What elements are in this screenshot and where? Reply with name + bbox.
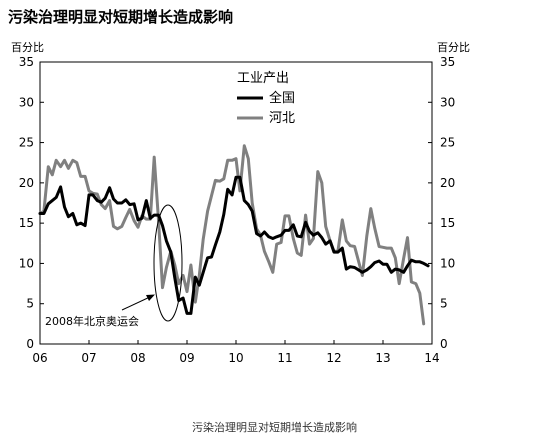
y-tick-label-left: 5 (26, 297, 34, 311)
legend-entry: 河北 (269, 111, 295, 126)
x-tick-label: 08 (130, 351, 145, 365)
y-tick-label-left: 25 (19, 136, 34, 150)
annotation-label: 2008年北京奥运会 (45, 314, 139, 328)
y-tick-label-left: 15 (19, 216, 34, 230)
annotation-arrow (121, 295, 153, 311)
series-line-hebei (38, 144, 426, 326)
line-chart: 0 0 5 5 10 10 15 15 20 20 25 25 30 30 35 35 06 07 08 09 10 11… (19, 55, 456, 365)
y-tick-label-right: 30 (440, 95, 455, 109)
y-tick-label-right: 25 (440, 136, 455, 150)
annotation-ellipse (153, 204, 183, 322)
x-tick-label: 09 (179, 351, 194, 365)
x-tick-label: 11 (277, 351, 292, 365)
y-tick-label-left: 30 (19, 95, 34, 109)
y-tick-label-right: 20 (440, 176, 455, 190)
x-tick-label: 07 (81, 351, 96, 365)
annotation-olympics: 2008年北京奥运会 (45, 204, 183, 328)
y-tick-label-left: 0 (26, 337, 34, 351)
chart-title: 污染治理明显对短期增长造成影响 (8, 8, 234, 26)
tick-label-layer: 0 0 5 5 10 10 15 15 20 20 25 25 30 30 35 35 06 07 08 09 10 11… (19, 55, 456, 365)
x-tick-label: 10 (228, 351, 243, 365)
y-tick-label-left: 20 (19, 176, 34, 190)
x-tick-label: 12 (326, 351, 341, 365)
y-tick-label-right: 5 (440, 297, 448, 311)
y-tick-label-right: 10 (440, 256, 455, 270)
plot-frame-layer (39, 61, 433, 345)
plot-frame (39, 61, 433, 345)
y-tick-label-right: 0 (440, 337, 448, 351)
series-layer (38, 144, 430, 326)
y-tick-label-right: 15 (440, 216, 455, 230)
x-tick-label: 06 (32, 351, 47, 365)
left-axis-unit-label: 百分比 (11, 41, 44, 54)
annotation-arrowhead (146, 294, 155, 301)
figure-caption: 污染治理明显对短期增长造成影响 (192, 421, 357, 434)
legend-title: 工业产出 (237, 71, 289, 86)
y-tick-label-left: 35 (19, 55, 34, 69)
x-tick-label: 14 (424, 351, 439, 365)
y-tick-label-right: 35 (440, 55, 455, 69)
legend-entry: 全国 (269, 90, 295, 106)
right-axis-unit-label: 百分比 (437, 41, 470, 54)
series-line-national (38, 175, 430, 315)
x-tick-label: 13 (375, 351, 390, 365)
y-tick-label-left: 10 (19, 256, 34, 270)
